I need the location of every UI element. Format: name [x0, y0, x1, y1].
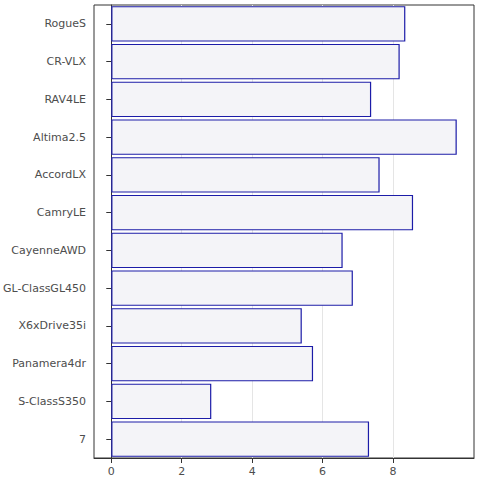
svg-text:CayenneAWD: CayenneAWD	[11, 244, 86, 257]
svg-text:CamryLE: CamryLE	[37, 206, 86, 219]
svg-text:GL-ClassGL450: GL-ClassGL450	[3, 282, 86, 295]
svg-text:0: 0	[108, 465, 115, 478]
svg-text:RogueS: RogueS	[44, 17, 86, 30]
svg-text:7: 7	[79, 433, 86, 446]
svg-text:Altima2.5: Altima2.5	[33, 131, 86, 144]
svg-text:4: 4	[249, 465, 256, 478]
svg-text:2: 2	[178, 465, 185, 478]
svg-text:S-ClassS350: S-ClassS350	[18, 395, 86, 408]
svg-text:RAV4LE: RAV4LE	[44, 93, 86, 106]
svg-text:8: 8	[390, 465, 397, 478]
svg-text:CR-VLX: CR-VLX	[47, 55, 87, 68]
svg-text:AccordLX: AccordLX	[35, 168, 87, 181]
svg-text:Panamera4dr: Panamera4dr	[12, 357, 86, 370]
svg-text:X6xDrive35i: X6xDrive35i	[19, 319, 86, 332]
svg-text:6: 6	[319, 465, 326, 478]
